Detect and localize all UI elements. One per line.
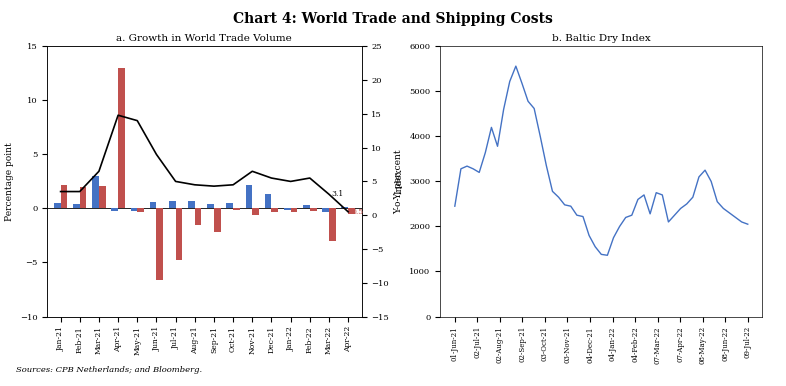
- Bar: [138, 208, 144, 212]
- Bar: [303, 205, 310, 208]
- Bar: [233, 208, 240, 210]
- Bar: [226, 203, 233, 208]
- Bar: [130, 208, 138, 211]
- Bar: [92, 176, 99, 208]
- Bar: [291, 208, 297, 212]
- Text: Chart 4: World Trade and Shipping Costs: Chart 4: World Trade and Shipping Costs: [233, 12, 553, 25]
- Bar: [348, 208, 354, 214]
- Text: 3.1: 3.1: [332, 190, 344, 198]
- Bar: [208, 204, 214, 208]
- Y-axis label: Percentage point: Percentage point: [6, 142, 14, 221]
- Title: a. Growth in World Trade Volume: a. Growth in World Trade Volume: [116, 34, 292, 43]
- Bar: [245, 185, 252, 208]
- Bar: [169, 201, 175, 208]
- Text: Sources: CPB Netherlands; and Bloomberg.: Sources: CPB Netherlands; and Bloomberg.: [16, 366, 202, 374]
- Bar: [252, 208, 259, 215]
- Bar: [149, 202, 156, 208]
- Bar: [322, 208, 329, 212]
- Bar: [188, 201, 195, 208]
- Bar: [156, 208, 163, 280]
- Bar: [341, 207, 348, 208]
- Bar: [271, 208, 278, 212]
- Bar: [284, 208, 291, 210]
- Bar: [61, 185, 68, 208]
- Bar: [54, 203, 61, 208]
- Bar: [329, 208, 336, 241]
- Bar: [112, 208, 118, 211]
- Bar: [265, 195, 271, 208]
- Bar: [79, 187, 86, 208]
- Y-axis label: Y-o-Y, per cent: Y-o-Y, per cent: [395, 149, 403, 214]
- Title: b. Baltic Dry Index: b. Baltic Dry Index: [552, 34, 651, 43]
- Bar: [73, 204, 79, 208]
- Bar: [310, 208, 317, 211]
- Bar: [214, 208, 221, 232]
- Bar: [195, 208, 201, 225]
- Bar: [175, 208, 182, 260]
- Y-axis label: Index: Index: [395, 169, 404, 194]
- Bar: [118, 68, 125, 208]
- Text: 0.5: 0.5: [351, 208, 363, 216]
- Bar: [99, 186, 105, 208]
